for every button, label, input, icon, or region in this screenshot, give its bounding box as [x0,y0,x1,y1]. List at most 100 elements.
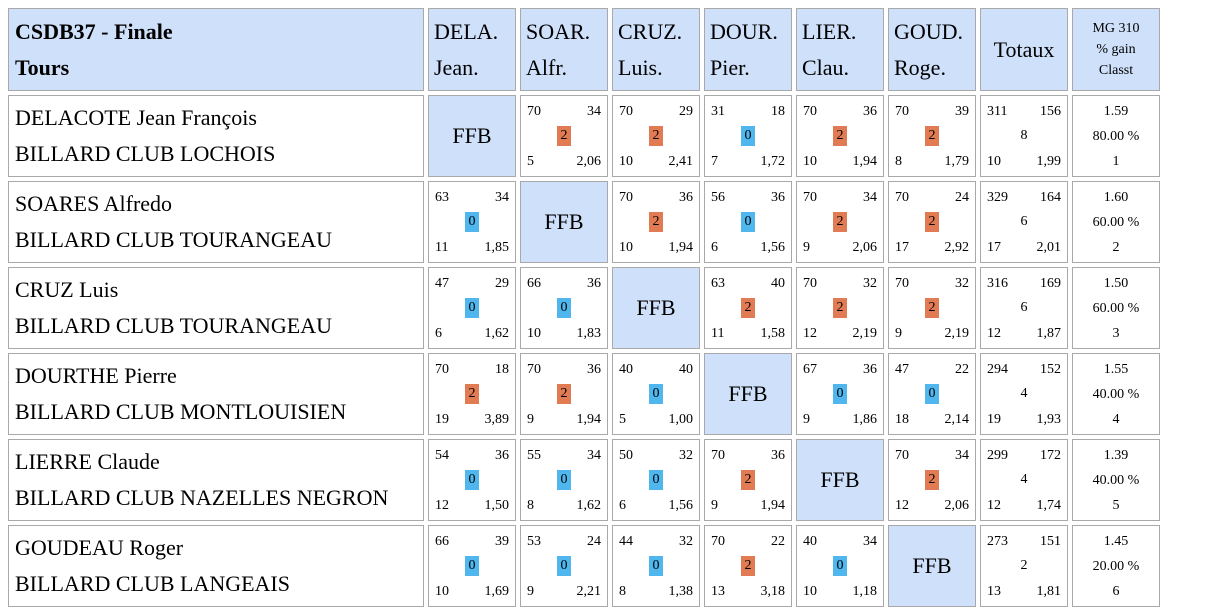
match-opponent-points: 34 [587,448,601,463]
match-reprises: 6 [435,326,442,341]
total-reprises: 17 [987,240,1001,255]
match-moyenne: 1,56 [760,240,786,255]
match-moyenne: 1,62 [484,326,510,341]
total-reprises: 12 [987,326,1001,341]
player-name: CRUZ Luis [15,277,119,302]
match-points: 70 [711,448,725,463]
col-header-soar: SOAR. Alfr. [520,8,608,91]
total-points: 273 [987,534,1008,549]
match-moyenne: 1,18 [852,584,878,599]
col-header-lier: LIER. Clau. [796,8,884,91]
match-reprises: 12 [895,498,909,513]
match-opponent-points: 36 [495,448,509,463]
match-opponent-points: 34 [587,104,601,119]
match-opponent-points: 32 [679,448,693,463]
match-points: 47 [435,276,449,291]
self-cell-ffb: FFB [520,181,608,263]
match-cell: 40 40 0 5 1,00 [612,353,700,435]
match-opponent-points: 34 [863,534,877,549]
total-reprises: 10 [987,154,1001,169]
match-opponent-points: 40 [771,276,785,291]
player-club: BILLARD CLUB TOURANGEAU [15,313,332,338]
match-cell: 70 34 2 9 2,06 [796,181,884,263]
player-cell: LIERRE Claude BILLARD CLUB NAZELLES NEGRO… [8,439,424,521]
match-moyenne: 1,83 [576,326,602,341]
gain-percent: 20.00 % [1092,558,1140,574]
self-cell-ffb: FFB [796,439,884,521]
match-points: 53 [527,534,541,549]
match-opponent-points: 34 [495,190,509,205]
gain-percent: 80.00 % [1092,128,1140,144]
match-points: 63 [435,190,449,205]
total-opponent-points: 172 [1040,448,1061,463]
match-reprises: 13 [711,584,725,599]
match-cell: 70 34 2 12 2,06 [888,439,976,521]
match-points: 70 [895,448,909,463]
match-reprises: 9 [803,412,810,427]
match-moyenne: 1,38 [668,584,694,599]
match-opponent-points: 18 [771,104,785,119]
match-moyenne: 2,06 [852,240,878,255]
match-moyenne: 2,19 [944,326,970,341]
match-moyenne: 1,94 [576,412,602,427]
match-opponent-points: 18 [495,362,509,377]
table-row: DELACOTE Jean François BILLARD CLUB LOCHO… [8,95,1160,177]
match-cell: 63 40 2 11 1,58 [704,267,792,349]
match-points: 70 [619,104,633,119]
match-result-badge: 0 [465,298,479,318]
match-result-badge: 0 [833,384,847,404]
match-reprises: 10 [619,240,633,255]
match-reprises: 19 [435,412,449,427]
header-row: CSDB37 - Finale Tours DELA. Jean. SOAR. Al… [8,8,1160,91]
player-name: SOARES Alfredo [15,191,173,216]
title-line2: Tours [15,54,70,80]
total-points: 294 [987,362,1008,377]
mg-value: 1.60 [1103,189,1129,205]
match-points: 31 [711,104,725,119]
mg-value: 1.59 [1103,103,1129,119]
match-result-badge: 0 [649,470,663,490]
match-points: 47 [895,362,909,377]
match-reprises: 8 [527,498,534,513]
match-reprises: 6 [711,240,718,255]
match-points: 70 [803,276,817,291]
total-opponent-points: 151 [1040,534,1061,549]
match-result-badge: 2 [649,126,663,146]
match-reprises: 10 [527,326,541,341]
match-points: 55 [527,448,541,463]
match-moyenne: 1,72 [760,154,786,169]
total-points: 311 [987,104,1008,119]
match-cell: 70 34 2 5 2,06 [520,95,608,177]
mg-cell: 1.59 80.00 % 1 [1072,95,1160,177]
self-cell-ffb: FFB [704,353,792,435]
total-reprises: 12 [987,498,1001,513]
match-result-badge: 0 [465,556,479,576]
gain-percent: 60.00 % [1092,300,1140,316]
total-match-points: 8 [1020,128,1028,143]
match-cell: 70 32 2 9 2,19 [888,267,976,349]
table-row: GOUDEAU Roger BILLARD CLUB LANGEAIS 66 39 0 1… [8,525,1160,607]
match-opponent-points: 32 [679,534,693,549]
mg-cell: 1.39 40.00 % 5 [1072,439,1160,521]
match-points: 70 [895,190,909,205]
col-header-cruz: CRUZ. Luis. [612,8,700,91]
match-moyenne: 1,58 [760,326,786,341]
match-points: 66 [435,534,449,549]
match-reprises: 10 [803,154,817,169]
rank-value: 5 [1112,497,1120,513]
match-moyenne: 2,14 [944,412,970,427]
match-moyenne: 1,62 [576,498,602,513]
match-cell: 40 34 0 10 1,18 [796,525,884,607]
match-points: 63 [711,276,725,291]
match-moyenne: 1,86 [852,412,878,427]
match-result-badge: 0 [741,212,755,232]
self-cell-ffb: FFB [428,95,516,177]
match-result-badge: 2 [925,470,939,490]
player-cell: DOURTHE Pierre BILLARD CLUB MONTLOUISIEN [8,353,424,435]
match-cell: 70 18 2 19 3,89 [428,353,516,435]
mg-cell: 1.55 40.00 % 4 [1072,353,1160,435]
col-header-dela: DELA. Jean. [428,8,516,91]
match-result-badge: 2 [741,470,755,490]
match-opponent-points: 22 [771,534,785,549]
mg-value: 1.55 [1103,361,1129,377]
